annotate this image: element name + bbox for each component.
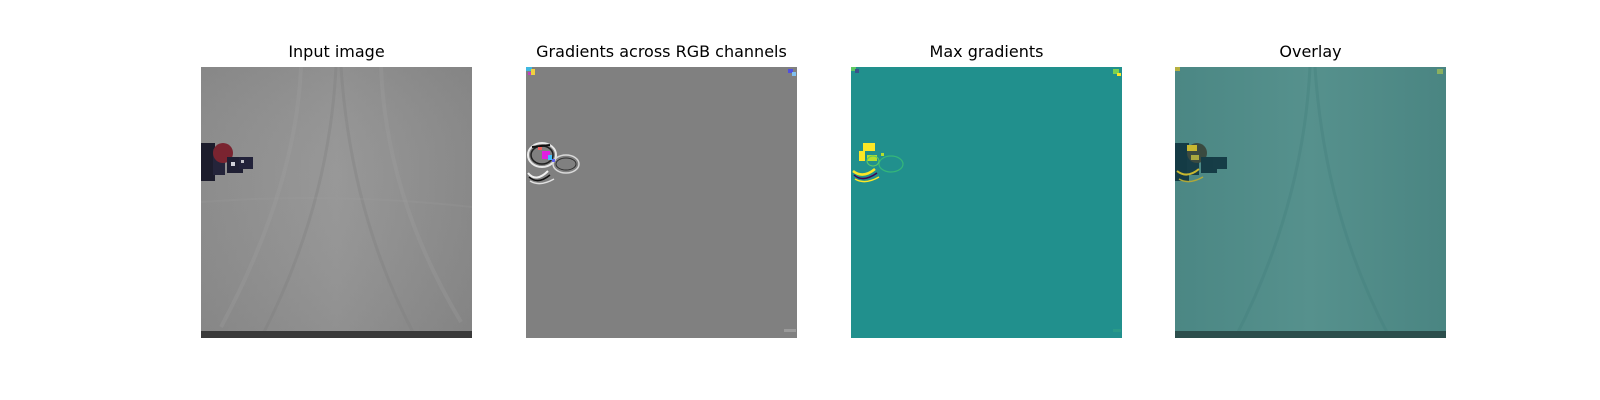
max-gradient-heatmap (851, 67, 1122, 338)
rgb-gradient-map (526, 67, 797, 338)
robot-object (201, 143, 253, 181)
panel-title: Max gradients (929, 42, 1044, 61)
overlay-image (1175, 67, 1446, 338)
panel-title: Overlay (1279, 42, 1342, 61)
panel-title: Gradients across RGB channels (536, 42, 787, 61)
panel-title: Input image (288, 42, 385, 61)
gradient-hotspot (527, 142, 580, 185)
gradient-hotspot (852, 143, 904, 183)
robot-object (1175, 143, 1227, 183)
input-image (201, 67, 472, 338)
